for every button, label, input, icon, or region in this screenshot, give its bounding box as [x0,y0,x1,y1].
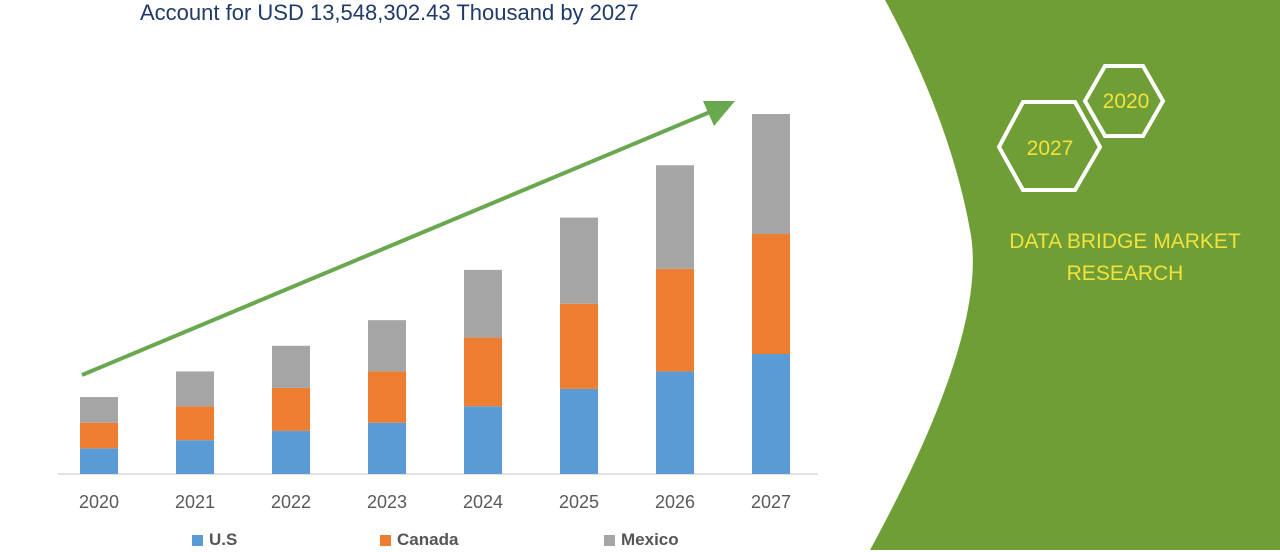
hexagon-2027-label: 2027 [1027,137,1074,160]
bar-2026-canada [656,268,694,372]
trend-arrow [81,101,735,377]
brand-name-line1: DATA BRIDGE MARKET [1009,230,1241,253]
hexagon-2020 [1082,64,1166,138]
bar-2022-mexico [272,345,310,388]
x-tick-label-2022: 2022 [271,492,311,512]
bar-2026-us [656,371,694,474]
legend-label-us: U.S [209,530,238,549]
brand-panel-shape [870,0,1280,550]
bar-2020-canada [80,422,118,449]
bar-2026-mexico [656,165,694,269]
bar-2023-canada [368,371,406,423]
hexagon-2020-label: 2020 [1103,90,1150,113]
hexagon-2027 [996,100,1103,192]
bar-2024-mexico [464,269,502,338]
bar-2025-mexico [560,217,598,304]
legend-item-us: U.S [192,530,237,550]
x-tick-labels: 2020 2021 2022 2023 2024 2025 2026 2027 [79,492,791,512]
bar-2021-us [176,440,214,474]
x-tick-label-2026: 2026 [655,492,695,512]
bar-2021-canada [176,406,214,441]
bar-2027-canada [752,234,790,354]
x-tick-label-2024: 2024 [463,492,503,512]
bar-2025-canada [560,303,598,389]
bar-2024-canada [464,337,502,407]
x-tick-label-2027: 2027 [751,492,791,512]
bar-2027-mexico [752,114,790,234]
bars-group [80,114,790,474]
legend-item-mexico: Mexico [604,530,679,550]
legend-label-canada: Canada [397,530,459,549]
bar-2020-mexico [80,397,118,423]
brand-name: DATA BRIDGE MARKET RESEARCH [985,226,1265,290]
legend-item-canada: Canada [380,530,458,550]
x-tick-label-2023: 2023 [367,492,407,512]
x-tick-label-2021: 2021 [175,492,215,512]
legend-swatch-canada [380,534,391,546]
legend-label-mexico: Mexico [621,530,679,549]
chart-title: Account for USD 13,548,302.43 Thousand b… [140,0,639,25]
x-tick-label-2020: 2020 [79,492,119,512]
bar-2020-us [80,448,118,474]
bar-2023-mexico [368,320,406,372]
bar-2021-mexico [176,371,214,407]
bar-2025-us [560,388,598,474]
bar-2023-us [368,422,406,474]
bar-2027-us [752,354,790,474]
bar-2024-us [464,406,502,474]
x-tick-label-2025: 2025 [559,492,599,512]
legend: U.S Canada Mexico [0,530,900,552]
legend-swatch-mexico [604,534,615,546]
bar-2022-canada [272,387,310,431]
brand-name-line2: RESEARCH [1066,262,1184,285]
bar-2022-us [272,430,310,474]
legend-swatch-us [192,534,203,546]
